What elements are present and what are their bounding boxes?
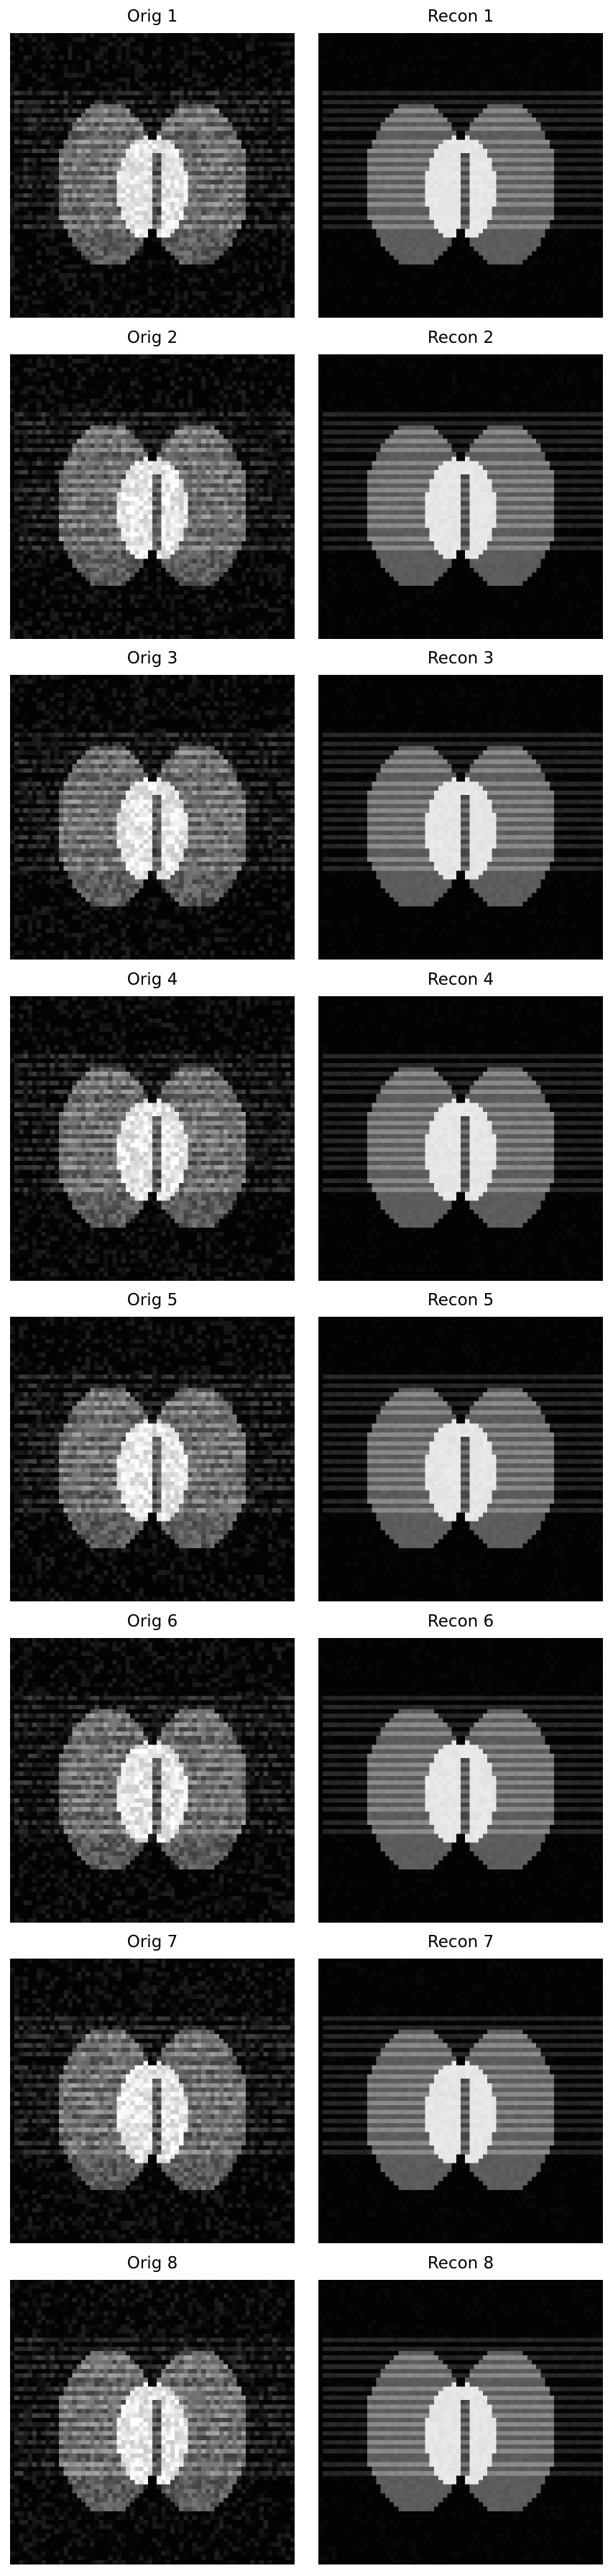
- recon-title-3: Recon 3: [318, 648, 603, 668]
- recon-image-1: [318, 33, 603, 318]
- recon-title-6: Recon 6: [318, 1611, 603, 1632]
- recon-title-7: Recon 7: [318, 1932, 603, 1952]
- orig-image-6: [10, 1637, 295, 1923]
- orig-image-2: [10, 354, 295, 639]
- recon-title-4: Recon 4: [318, 970, 603, 990]
- recon-image-6: [318, 1637, 603, 1923]
- recon-image-7: [318, 1959, 603, 2243]
- orig-title-4: Orig 4: [10, 970, 295, 990]
- orig-image-1: [10, 33, 295, 318]
- orig-image-4: [10, 995, 295, 1281]
- orig-title-6: Orig 6: [10, 1611, 295, 1632]
- recon-title-8: Recon 8: [318, 2253, 603, 2273]
- orig-image-5: [10, 1317, 295, 1601]
- orig-image-7: [10, 1959, 295, 2243]
- orig-title-2: Orig 2: [10, 328, 295, 348]
- recon-title-1: Recon 1: [318, 6, 603, 27]
- recon-image-4: [318, 995, 603, 1281]
- recon-image-2: [318, 354, 603, 639]
- recon-image-8: [318, 2279, 603, 2564]
- recon-title-5: Recon 5: [318, 1290, 603, 1310]
- recon-title-2: Recon 2: [318, 328, 603, 348]
- orig-title-7: Orig 7: [10, 1932, 295, 1952]
- orig-title-8: Orig 8: [10, 2253, 295, 2273]
- orig-title-5: Orig 5: [10, 1290, 295, 1310]
- orig-image-8: [10, 2279, 295, 2564]
- orig-title-1: Orig 1: [10, 6, 295, 27]
- orig-title-3: Orig 3: [10, 648, 295, 668]
- recon-image-3: [318, 675, 603, 960]
- orig-image-3: [10, 675, 295, 960]
- recon-image-5: [318, 1317, 603, 1601]
